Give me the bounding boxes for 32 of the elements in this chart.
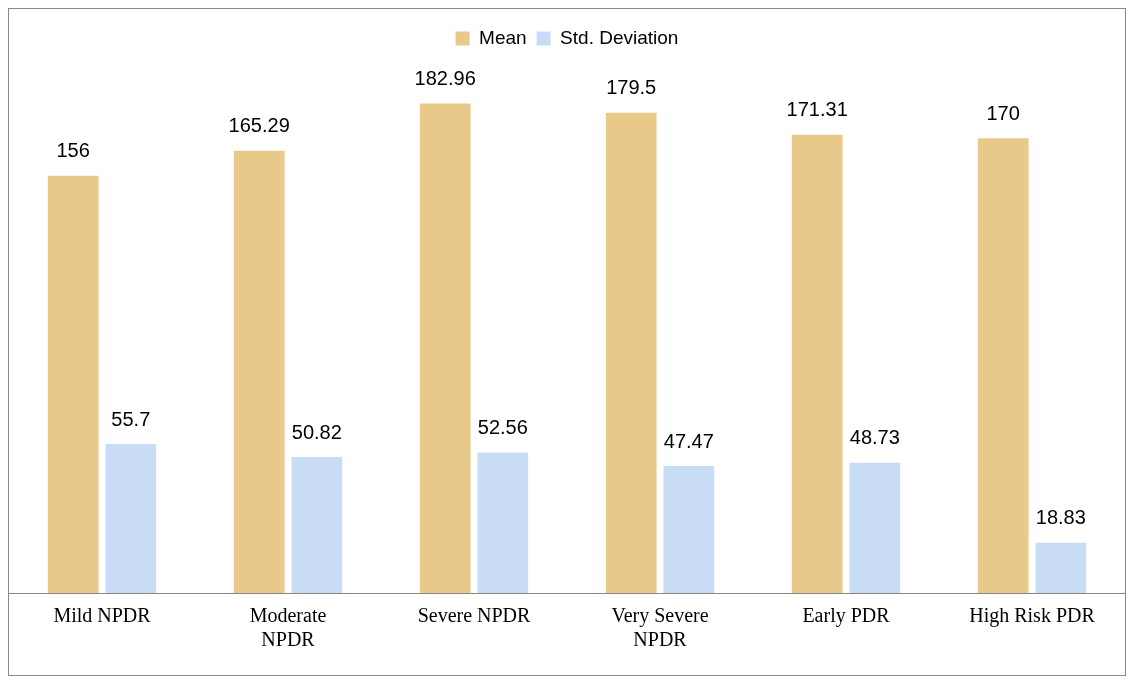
data-label: 182.96 — [414, 67, 476, 90]
bar — [291, 457, 343, 593]
x-tick-label: Very Severe NPDR — [611, 604, 709, 651]
data-label: 171.31 — [786, 98, 848, 121]
data-label: 50.82 — [291, 420, 342, 443]
bar — [849, 462, 901, 593]
bar — [477, 452, 529, 593]
data-label: 156 — [56, 139, 90, 162]
data-label: 165.29 — [228, 114, 290, 137]
bar — [663, 466, 715, 593]
bar — [977, 138, 1029, 593]
x-tick-label: High Risk PDR — [969, 604, 1096, 628]
data-label: 179.5 — [606, 76, 657, 99]
data-label: 55.7 — [111, 407, 151, 430]
data-label: 48.73 — [849, 426, 900, 449]
data-label: 18.83 — [1035, 506, 1086, 529]
bar — [1035, 542, 1087, 593]
bar — [47, 175, 99, 593]
x-tick-label: Mild NPDR — [53, 604, 152, 627]
bar — [105, 444, 157, 593]
legend-label: Std. Deviation — [560, 26, 679, 48]
data-label: 47.47 — [663, 429, 714, 452]
bar — [791, 134, 843, 593]
bar — [419, 103, 471, 593]
legend-label: Mean — [479, 26, 527, 48]
x-tick-label: Moderate NPDR — [249, 604, 327, 651]
data-label: 52.56 — [477, 415, 528, 438]
data-label: 170 — [986, 101, 1020, 124]
x-tick-label: Severe NPDR — [417, 604, 532, 627]
x-tick-label: Early PDR — [802, 604, 891, 628]
bar — [233, 150, 285, 593]
bar — [605, 112, 657, 593]
